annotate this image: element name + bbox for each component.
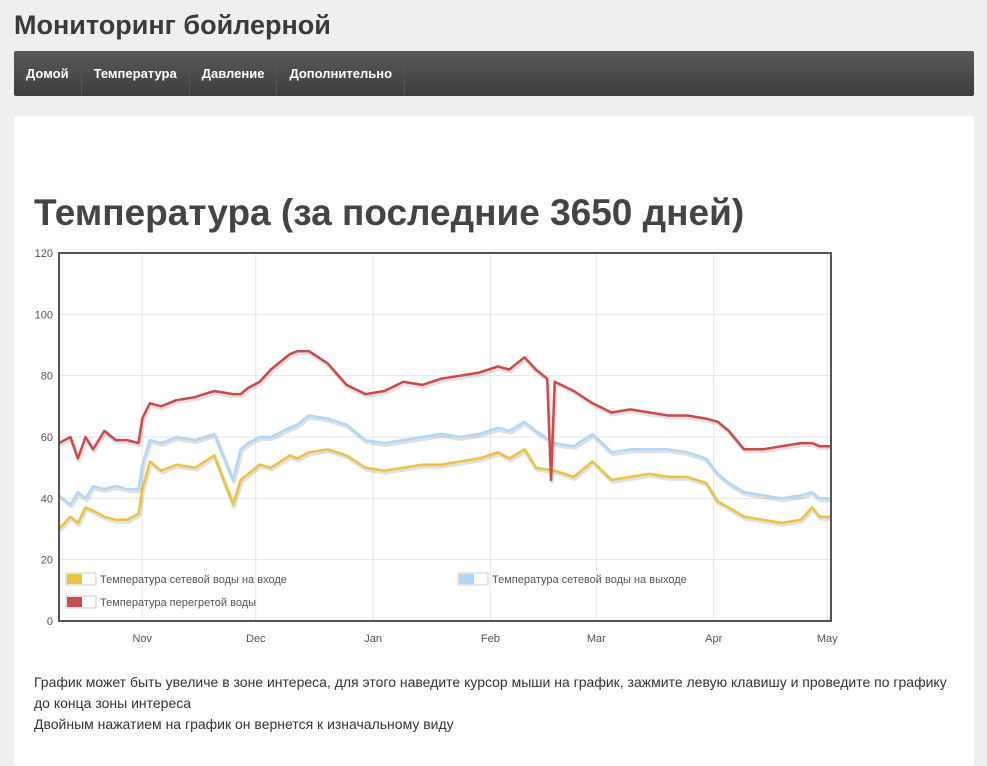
y-tick-label: 100 — [35, 309, 53, 321]
x-tick-label: Apr — [705, 633, 722, 645]
y-tick-label: 0 — [47, 616, 53, 628]
y-tick-label: 60 — [41, 432, 53, 444]
chart-legend: Температура сетевой воды на входе Темпер… — [65, 572, 687, 609]
chart-hint: График может быть увеличе в зоне интерес… — [34, 672, 954, 735]
x-tick-label: Nov — [132, 633, 152, 645]
legend-label-outlet: Температура сетевой воды на выходе — [492, 574, 687, 586]
nav-additional[interactable]: Дополнительно — [277, 51, 406, 96]
x-tick-label: Mar — [587, 633, 606, 645]
chart-series — [58, 349, 832, 533]
series-shadow — [58, 415, 832, 509]
hint-line-2: Двойным нажатием на график он вернется к… — [34, 716, 454, 732]
content-panel: Температура (за последние 3650 дней) 0 20… — [14, 116, 974, 766]
x-tick-label: May — [817, 633, 838, 645]
legend-label-inlet: Температура сетевой воды на входе — [100, 574, 287, 586]
x-tick-label: Dec — [246, 633, 266, 645]
y-tick-label: 20 — [41, 555, 53, 567]
temperature-chart[interactable]: 0 20 40 60 80 100 120 Nov Dec Jan Feb Mar Apr May Те… — [14, 116, 974, 661]
legend-label-superheated: Температура перегретой воды — [100, 597, 256, 609]
series-shadow — [59, 351, 832, 484]
nav-temperature[interactable]: Температура — [82, 51, 190, 96]
main-navbar: Домой Температура Давление Дополнительно — [14, 51, 974, 96]
plot-border — [58, 252, 832, 622]
series-line-0 — [58, 448, 831, 530]
legend-swatch-outlet — [459, 574, 474, 584]
x-axis: Nov Dec Jan Feb Mar Apr May — [132, 633, 838, 645]
x-tick-label: Feb — [481, 633, 500, 645]
legend-swatch-superheated — [67, 597, 82, 607]
series-line-2 — [58, 349, 831, 482]
legend-item-inlet: Температура сетевой воды на входе — [65, 572, 287, 586]
hint-line-1: График может быть увеличе в зоне интерес… — [34, 674, 947, 711]
y-axis: 0 20 40 60 80 100 120 — [35, 248, 53, 628]
y-tick-label: 120 — [35, 248, 53, 260]
series-line-1 — [58, 414, 831, 506]
nav-pressure[interactable]: Давление — [190, 51, 278, 96]
x-tick-label: Jan — [364, 633, 382, 645]
site-title: Мониторинг бойлерной — [14, 10, 331, 40]
y-tick-label: 40 — [41, 493, 53, 505]
legend-item-superheated: Температура перегретой воды — [65, 595, 256, 609]
legend-item-outlet: Температура сетевой воды на выходе — [457, 572, 687, 586]
nav-home[interactable]: Домой — [14, 51, 82, 96]
page-heading: Температура (за последние 3650 дней) — [34, 192, 745, 233]
y-tick-label: 80 — [41, 371, 53, 383]
legend-swatch-inlet — [67, 574, 82, 584]
